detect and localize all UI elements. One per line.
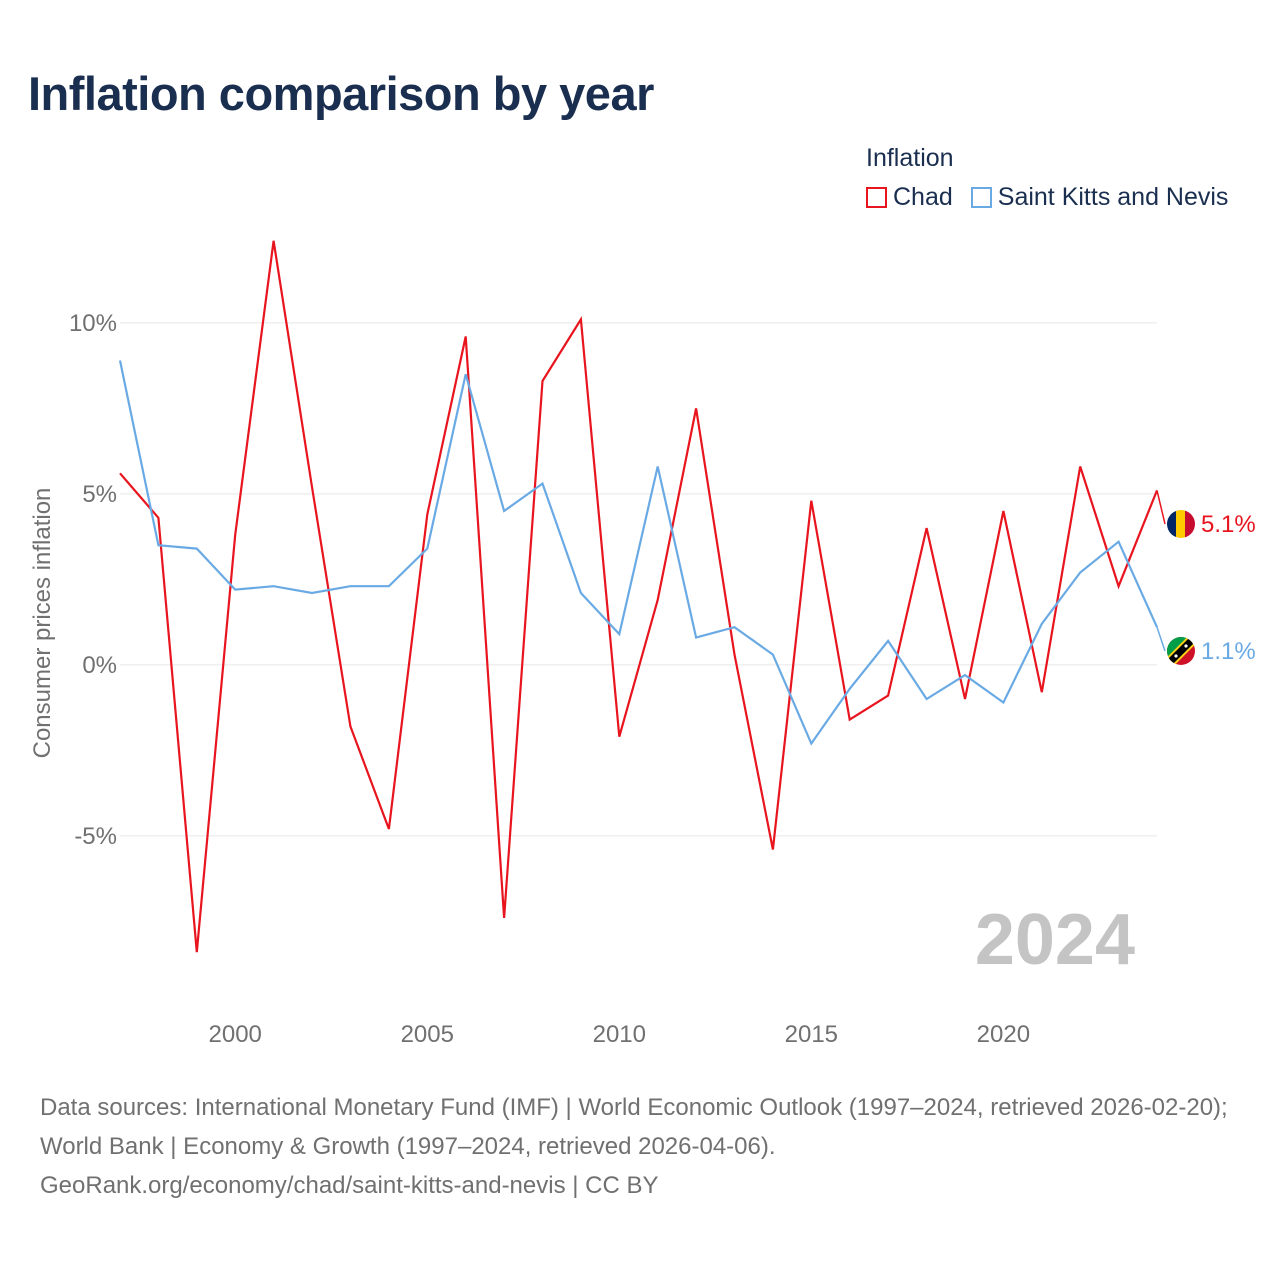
y-axis-label: Consumer prices inflation — [29, 488, 56, 759]
y-tick-label: 5% — [82, 481, 117, 508]
series-layer — [118, 240, 1166, 953]
x-tick-label: 2010 — [593, 1021, 646, 1048]
chad-flag-icon — [1167, 510, 1195, 538]
legend: Inflation Chad Saint Kitts and Nevis — [866, 144, 1228, 212]
source-citation: Data sources: International Monetary Fun… — [40, 1094, 1228, 1160]
end-connector-chad — [1156, 490, 1166, 525]
line-chart: -5% 0% 5% 10% 2000 2005 2010 2015 2020 Consumer… — [29, 240, 1256, 1048]
legend-label-chad: Chad — [893, 183, 953, 211]
source-note: Data sources: International Monetary Fun… — [40, 1088, 1255, 1205]
x-tick-label: 2005 — [401, 1021, 454, 1048]
legend-swatch-saint-kitts-and-nevis — [970, 187, 992, 208]
legend-label-saint-kitts-and-nevis: Saint Kitts and Nevis — [997, 183, 1229, 211]
legend-item-saint-kitts-and-nevis[interactable]: Saint Kitts and Nevis — [970, 183, 1229, 212]
x-axis-ticks: 2000 2005 2010 2015 2020 — [209, 1021, 1031, 1048]
end-label-chad: 5.1% — [1201, 511, 1256, 538]
series-line-saint-kitts-and-nevis[interactable] — [118, 360, 1159, 746]
saint-kitts-and-nevis-flag-icon — [1167, 637, 1195, 665]
legend-title: Inflation — [866, 144, 954, 172]
y-tick-label: 0% — [82, 652, 117, 679]
end-label-saint-kitts-and-nevis: 1.1% — [1201, 638, 1256, 665]
y-tick-label: 10% — [69, 310, 117, 337]
end-labels: 5.1% 1.1% — [1201, 511, 1256, 665]
x-tick-label: 2015 — [785, 1021, 838, 1048]
source-url: GeoRank.org/economy/chad/saint-kitts-and… — [40, 1172, 659, 1199]
year-watermark: 2024 — [975, 900, 1135, 980]
legend-item-chad[interactable]: Chad — [866, 183, 953, 212]
end-connector-saint-kitts-and-nevis — [1156, 626, 1166, 652]
y-tick-label: -5% — [74, 823, 117, 850]
legend-swatch-chad — [866, 187, 887, 208]
y-axis-ticks: -5% 0% 5% 10% — [69, 310, 117, 850]
chart-title: Inflation comparison by year — [28, 67, 654, 120]
series-line-chad[interactable] — [119, 240, 1159, 953]
gridlines — [120, 322, 1157, 837]
x-tick-label: 2020 — [977, 1021, 1030, 1048]
x-tick-label: 2000 — [209, 1021, 262, 1048]
